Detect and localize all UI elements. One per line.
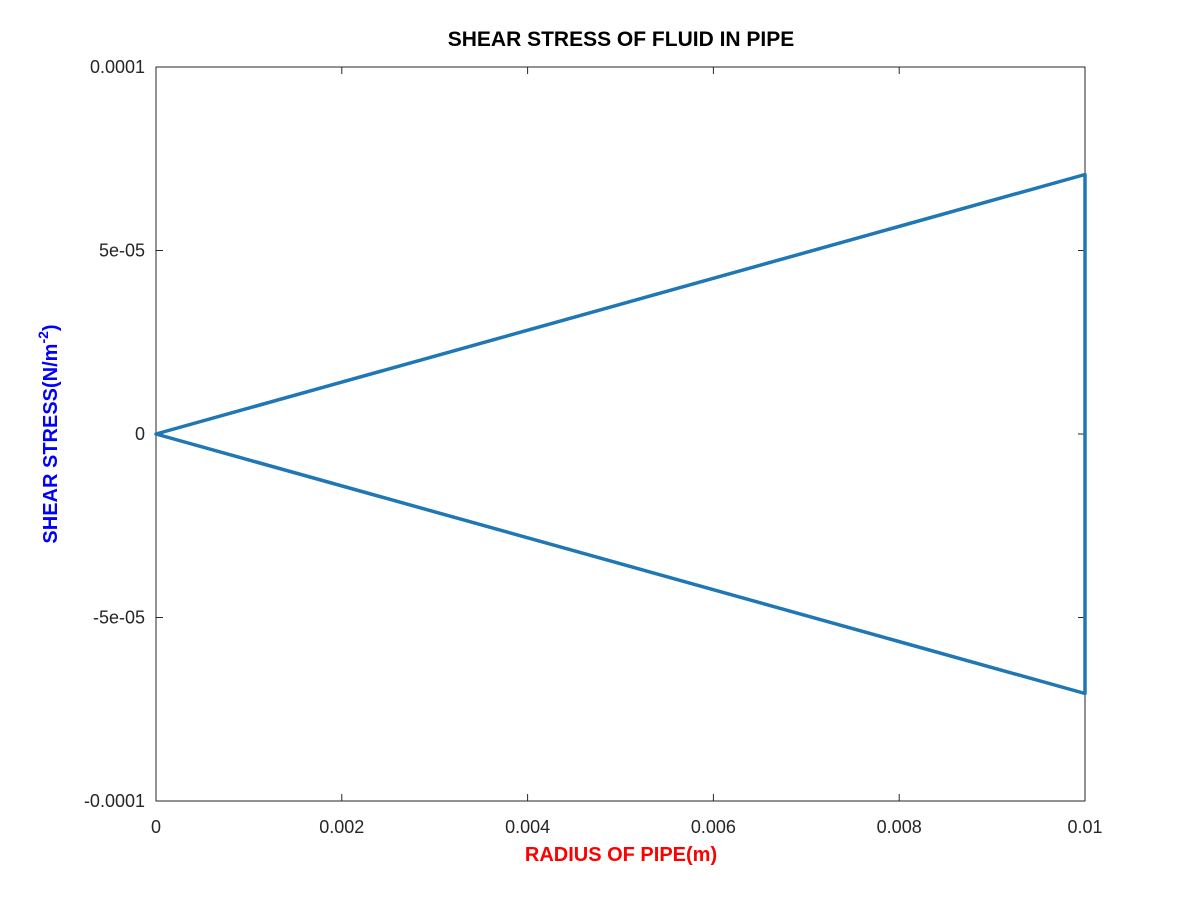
y-tick-label: 0.0001: [90, 57, 145, 77]
y-axis-label: SHEAR STRESS(N/m-2): [35, 324, 62, 543]
x-tick-label: 0.008: [877, 817, 922, 837]
y-tick-label: -5e-05: [93, 608, 145, 628]
y-axis-label-close: ): [40, 324, 62, 331]
x-tick-label: 0: [151, 817, 161, 837]
y-tick-label: 5e-05: [99, 241, 145, 261]
y-tick-label: -0.0001: [84, 791, 145, 811]
y-axis-ticks: -0.0001 -5e-05 0 5e-05 0.0001: [84, 57, 1085, 811]
axes-frame: [155, 66, 1086, 802]
chart-title: SHEAR STRESS OF FLUID IN PIPE: [448, 28, 795, 51]
y-axis-label-superscript: -2: [35, 331, 51, 344]
x-tick-label: 0.01: [1067, 817, 1102, 837]
x-tick-label: 0.004: [505, 817, 550, 837]
x-tick-label: 0.006: [691, 817, 736, 837]
y-axis-label-main: SHEAR STRESS(N/m: [40, 344, 62, 544]
data-series: [154, 172, 1087, 696]
y-tick-label: 0: [135, 424, 145, 444]
x-axis-ticks: 0 0.002 0.004 0.006 0.008 0.01: [151, 67, 1103, 837]
axes-box: [155, 66, 1086, 802]
x-tick-label: 0.002: [319, 817, 364, 837]
x-axis-label: RADIUS OF PIPE(m): [525, 844, 717, 866]
series-line: [154, 172, 1087, 696]
